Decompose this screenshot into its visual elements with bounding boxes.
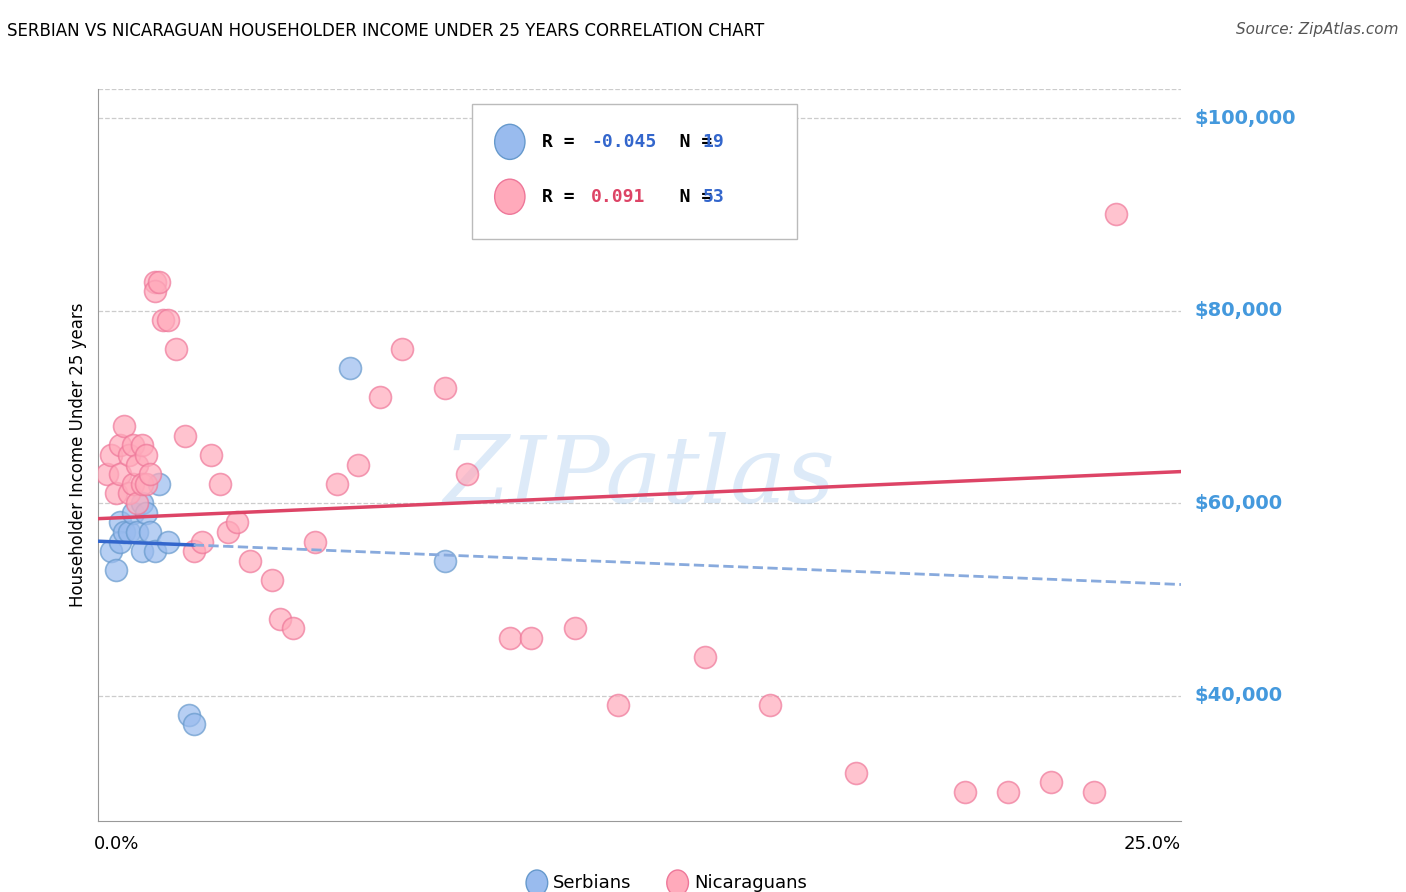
Point — [131, 496, 153, 510]
Point — [391, 342, 413, 356]
Y-axis label: Householder Income Under 25 years: Householder Income Under 25 years — [69, 302, 87, 607]
Point — [339, 361, 361, 376]
Text: SERBIAN VS NICARAGUAN HOUSEHOLDER INCOME UNDER 25 YEARS CORRELATION CHART: SERBIAN VS NICARAGUAN HOUSEHOLDER INCOME… — [7, 22, 765, 40]
Point — [1083, 785, 1105, 799]
Point — [122, 506, 145, 520]
Point — [127, 524, 149, 539]
Point — [131, 476, 153, 491]
Ellipse shape — [526, 870, 548, 892]
Point — [143, 544, 166, 558]
Text: Source: ZipAtlas.com: Source: ZipAtlas.com — [1236, 22, 1399, 37]
Text: $80,000: $80,000 — [1195, 301, 1284, 320]
Point — [148, 476, 170, 491]
Point — [148, 275, 170, 289]
Text: 0.0%: 0.0% — [94, 835, 139, 853]
Ellipse shape — [495, 124, 524, 160]
Point — [997, 785, 1019, 799]
Point — [156, 534, 179, 549]
Point — [1105, 207, 1128, 221]
Point — [156, 313, 179, 327]
Point — [758, 698, 780, 713]
Text: $40,000: $40,000 — [1195, 686, 1284, 705]
Point — [122, 476, 145, 491]
Point — [208, 476, 231, 491]
Point — [131, 544, 153, 558]
Text: $60,000: $60,000 — [1195, 493, 1284, 513]
Point — [200, 448, 222, 462]
FancyBboxPatch shape — [472, 103, 797, 239]
Point — [108, 467, 131, 482]
Text: N =: N = — [647, 187, 724, 206]
Point — [108, 438, 131, 452]
Point — [112, 419, 135, 434]
Point — [239, 554, 262, 568]
Point — [520, 631, 543, 645]
Point — [179, 707, 201, 722]
Point — [174, 428, 197, 442]
Point — [499, 631, 522, 645]
Point — [100, 448, 122, 462]
Point — [112, 524, 135, 539]
Point — [139, 467, 162, 482]
Point — [108, 516, 131, 530]
Text: ZIPatlas: ZIPatlas — [444, 432, 835, 522]
Point — [304, 534, 326, 549]
Point — [191, 534, 214, 549]
Point — [165, 342, 187, 356]
Point — [183, 544, 205, 558]
Ellipse shape — [666, 870, 689, 892]
Point — [143, 285, 166, 299]
Point — [100, 544, 122, 558]
Point — [1040, 775, 1063, 789]
Point — [183, 717, 205, 731]
Point — [131, 438, 153, 452]
Point — [143, 275, 166, 289]
Point — [118, 448, 141, 462]
Point — [118, 524, 141, 539]
Point — [152, 313, 174, 327]
Point — [96, 467, 118, 482]
Text: R =: R = — [543, 133, 586, 151]
Point — [127, 458, 149, 472]
Point — [433, 380, 456, 394]
Point — [433, 554, 456, 568]
Point — [226, 516, 249, 530]
Point — [217, 524, 239, 539]
Point — [607, 698, 630, 713]
Point — [325, 476, 347, 491]
Point — [135, 476, 157, 491]
Point — [139, 524, 162, 539]
Ellipse shape — [495, 179, 524, 214]
Point — [269, 611, 291, 625]
Point — [135, 506, 157, 520]
Text: N =: N = — [647, 133, 724, 151]
Point — [693, 650, 716, 665]
Point — [108, 534, 131, 549]
Point — [127, 496, 149, 510]
Text: 53: 53 — [703, 187, 724, 206]
Point — [456, 467, 478, 482]
Text: R =: R = — [543, 187, 596, 206]
Text: -0.045: -0.045 — [591, 133, 657, 151]
Point — [135, 448, 157, 462]
Point — [118, 486, 141, 500]
Point — [953, 785, 976, 799]
Point — [564, 621, 586, 635]
Point — [347, 458, 370, 472]
Point — [845, 765, 868, 780]
Text: Serbians: Serbians — [553, 874, 631, 892]
Text: 19: 19 — [703, 133, 724, 151]
Point — [104, 563, 127, 577]
Text: 0.091: 0.091 — [591, 187, 645, 206]
Point — [283, 621, 305, 635]
Text: $100,000: $100,000 — [1195, 109, 1296, 128]
Point — [368, 390, 391, 404]
Point — [122, 438, 145, 452]
Text: Nicaraguans: Nicaraguans — [695, 874, 807, 892]
Point — [260, 573, 283, 587]
Point — [104, 486, 127, 500]
Text: 25.0%: 25.0% — [1123, 835, 1181, 853]
